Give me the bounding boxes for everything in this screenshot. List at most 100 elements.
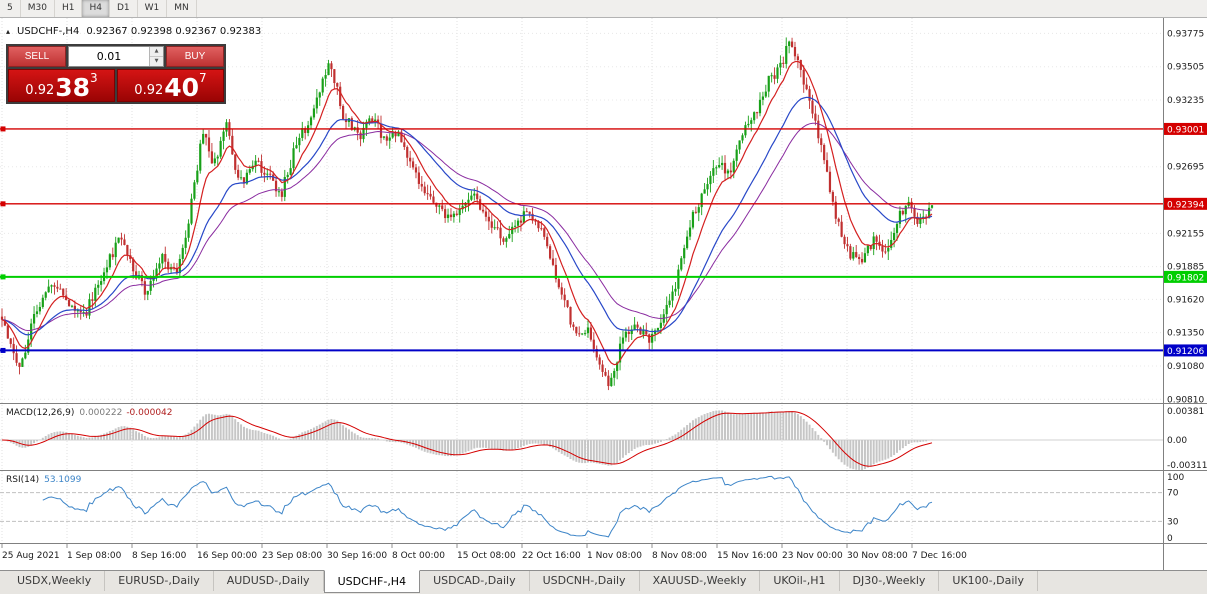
spinner-down-icon[interactable]: ▼: [150, 57, 163, 66]
chart-canvas[interactable]: 0.93775 0.93505 0.93235 0.92695 0.92155 0.918…: [0, 18, 1207, 570]
price-axis-label: 0.90810: [1167, 395, 1204, 405]
price-axis-label: 0.93235: [1167, 96, 1204, 106]
price-axis-label: 0.93775: [1167, 29, 1204, 39]
ma-purple-line: [1, 122, 933, 332]
buy-button[interactable]: BUY: [166, 46, 224, 67]
buy-price-big: 40: [164, 73, 200, 102]
timeframe-button[interactable]: W1: [138, 0, 168, 17]
chart-tabs-bar: USDX,Weekly EURUSD-,Daily AUDUSD-,Daily USD…: [0, 570, 1207, 594]
price-axis-label: 0.91080: [1167, 362, 1204, 372]
macd-signal-line: [1, 411, 933, 467]
buy-price-sup: 7: [199, 71, 207, 85]
timeframe-button[interactable]: 5: [0, 0, 21, 17]
macd-axis-label: 0.00: [1167, 436, 1187, 446]
chart-tab[interactable]: EURUSD-,Daily: [105, 571, 214, 591]
line-anchor-handle[interactable]: [0, 274, 6, 280]
moving-averages: [1, 60, 933, 366]
grid-lines: [0, 18, 1163, 543]
price-line-tag: [1164, 122, 1207, 135]
price-axis-label: 0.91885: [1167, 263, 1204, 273]
line-anchor-handle[interactable]: [0, 201, 6, 207]
timeframe-button[interactable]: D1: [110, 0, 138, 17]
price-axis-label: 0.91620: [1167, 295, 1204, 305]
price-line-tag: [1164, 344, 1207, 357]
chart-tab[interactable]: USDCHF-,H4: [323, 570, 421, 593]
chart-title: ▴ USDCHF-,H4 0.92367 0.92398 0.92367 0.9…: [6, 26, 261, 37]
buy-price-button[interactable]: 0.92 40 7: [117, 69, 224, 102]
chart-tab[interactable]: USDCAD-,Daily: [420, 571, 530, 591]
chart-symbol-timeframe: USDCHF-,H4: [17, 26, 80, 37]
chart-tab[interactable]: USDX,Weekly: [4, 571, 106, 591]
chart-tab[interactable]: USDCNH-,Daily: [530, 571, 640, 591]
macd-name: MACD(12,26,9): [6, 408, 75, 418]
sell-price-sup: 3: [90, 71, 98, 85]
rsi-axis-label: 70: [1167, 489, 1179, 499]
time-axis-label: 1 Sep 08:00: [67, 551, 122, 561]
macd-axis-label: -0.00311: [1167, 461, 1207, 471]
sell-price-prefix: 0.92: [25, 83, 55, 98]
one-click-trading-panel: SELL ▲ ▼ BUY 0.92 38 3 0.92: [6, 44, 226, 104]
price-line-tag-label: 0.93001: [1167, 125, 1204, 135]
macd-histogram: [1, 410, 933, 470]
timeframe-button[interactable]: MN: [167, 0, 197, 17]
timeframe-button[interactable]: H4: [82, 0, 110, 17]
time-axis-label: 22 Oct 16:00: [522, 551, 581, 561]
sell-price-button[interactable]: 0.92 38 3: [8, 69, 115, 102]
time-axis[interactable]: 25 Aug 2021 1 Sep 08:00 8 Sep 16:00 16 Sep …: [1, 544, 967, 561]
timeframe-buttons: 5 M30 H1 H4 D1 W1 MN: [0, 0, 1207, 17]
buy-price-prefix: 0.92: [134, 83, 164, 98]
macd-indicator-label: MACD(12,26,9) 0.000222 -0.000042: [6, 408, 173, 418]
price-line-tag: [1164, 197, 1207, 210]
chart-tab[interactable]: XAUUSD-,Weekly: [640, 571, 761, 591]
macd-signal-value: -0.000042: [126, 408, 173, 418]
macd-main-value: 0.000222: [79, 408, 123, 418]
price-line-tag: [1164, 270, 1207, 283]
lot-size-input[interactable]: [69, 47, 149, 66]
time-axis-label: 23 Sep 08:00: [262, 551, 322, 561]
rsi-lines: [0, 475, 1163, 538]
chart-tabs: USDX,Weekly EURUSD-,Daily AUDUSD-,Daily USD…: [0, 570, 1207, 594]
horizontal-price-lines[interactable]: [0, 126, 1163, 353]
price-axis-label: 0.92695: [1167, 163, 1204, 173]
price-axis[interactable]: 0.93775 0.93505 0.93235 0.92695 0.92155 0.918…: [1164, 29, 1207, 544]
chart-ohlc-values: 0.92367 0.92398 0.92367 0.92383: [86, 26, 262, 37]
rsi-axis-label: 100: [1167, 473, 1184, 483]
time-axis-label: 8 Nov 08:00: [652, 551, 707, 561]
chart-tab[interactable]: DJ30-,Weekly: [840, 571, 940, 591]
time-axis-label: 7 Dec 16:00: [912, 551, 967, 561]
price-axis-label: 0.93505: [1167, 63, 1204, 73]
chart-tab[interactable]: AUDUSD-,Daily: [214, 571, 324, 591]
sell-button[interactable]: SELL: [8, 46, 66, 67]
price-line-tag-label: 0.92394: [1167, 200, 1204, 210]
rsi-name: RSI(14): [6, 475, 40, 485]
rsi-indicator-label: RSI(14) 53.1099: [6, 475, 81, 485]
time-axis-label: 30 Nov 08:00: [847, 551, 908, 561]
rsi-line: [42, 475, 933, 538]
chart-tab[interactable]: UK100-,Daily: [939, 571, 1038, 591]
time-axis-label: 8 Oct 00:00: [392, 551, 445, 561]
price-axis-label: 0.91350: [1167, 329, 1204, 339]
price-line-tag-label: 0.91206: [1167, 347, 1204, 357]
sell-price-big: 38: [55, 73, 91, 102]
line-anchor-handle[interactable]: [0, 126, 6, 132]
macd-axis-label: 0.00381: [1167, 407, 1204, 417]
timeframe-button[interactable]: M30: [21, 0, 55, 17]
candlesticks: [0, 37, 934, 391]
time-axis-label: 15 Oct 08:00: [457, 551, 516, 561]
price-line-tag-label: 0.91802: [1167, 273, 1204, 283]
lot-size-field[interactable]: ▲ ▼: [68, 46, 164, 67]
spinner-up-icon[interactable]: ▲: [150, 47, 163, 57]
chart-tab[interactable]: UKOil-,H1: [760, 571, 840, 591]
lot-spinner[interactable]: ▲ ▼: [149, 47, 163, 66]
time-axis-label: 30 Sep 16:00: [327, 551, 387, 561]
time-axis-label: 23 Nov 00:00: [782, 551, 843, 561]
timeframe-toolbar: 5 M30 H1 H4 D1 W1 MN: [0, 0, 1207, 18]
rsi-axis-label: 30: [1167, 517, 1179, 527]
time-axis-label: 15 Nov 16:00: [717, 551, 778, 561]
time-axis-label: 16 Sep 00:00: [197, 551, 257, 561]
line-anchor-handle[interactable]: [0, 347, 6, 353]
time-axis-label: 1 Nov 08:00: [587, 551, 642, 561]
timeframe-button[interactable]: H1: [55, 0, 83, 17]
chart-marker-icon: ▴: [6, 27, 11, 36]
